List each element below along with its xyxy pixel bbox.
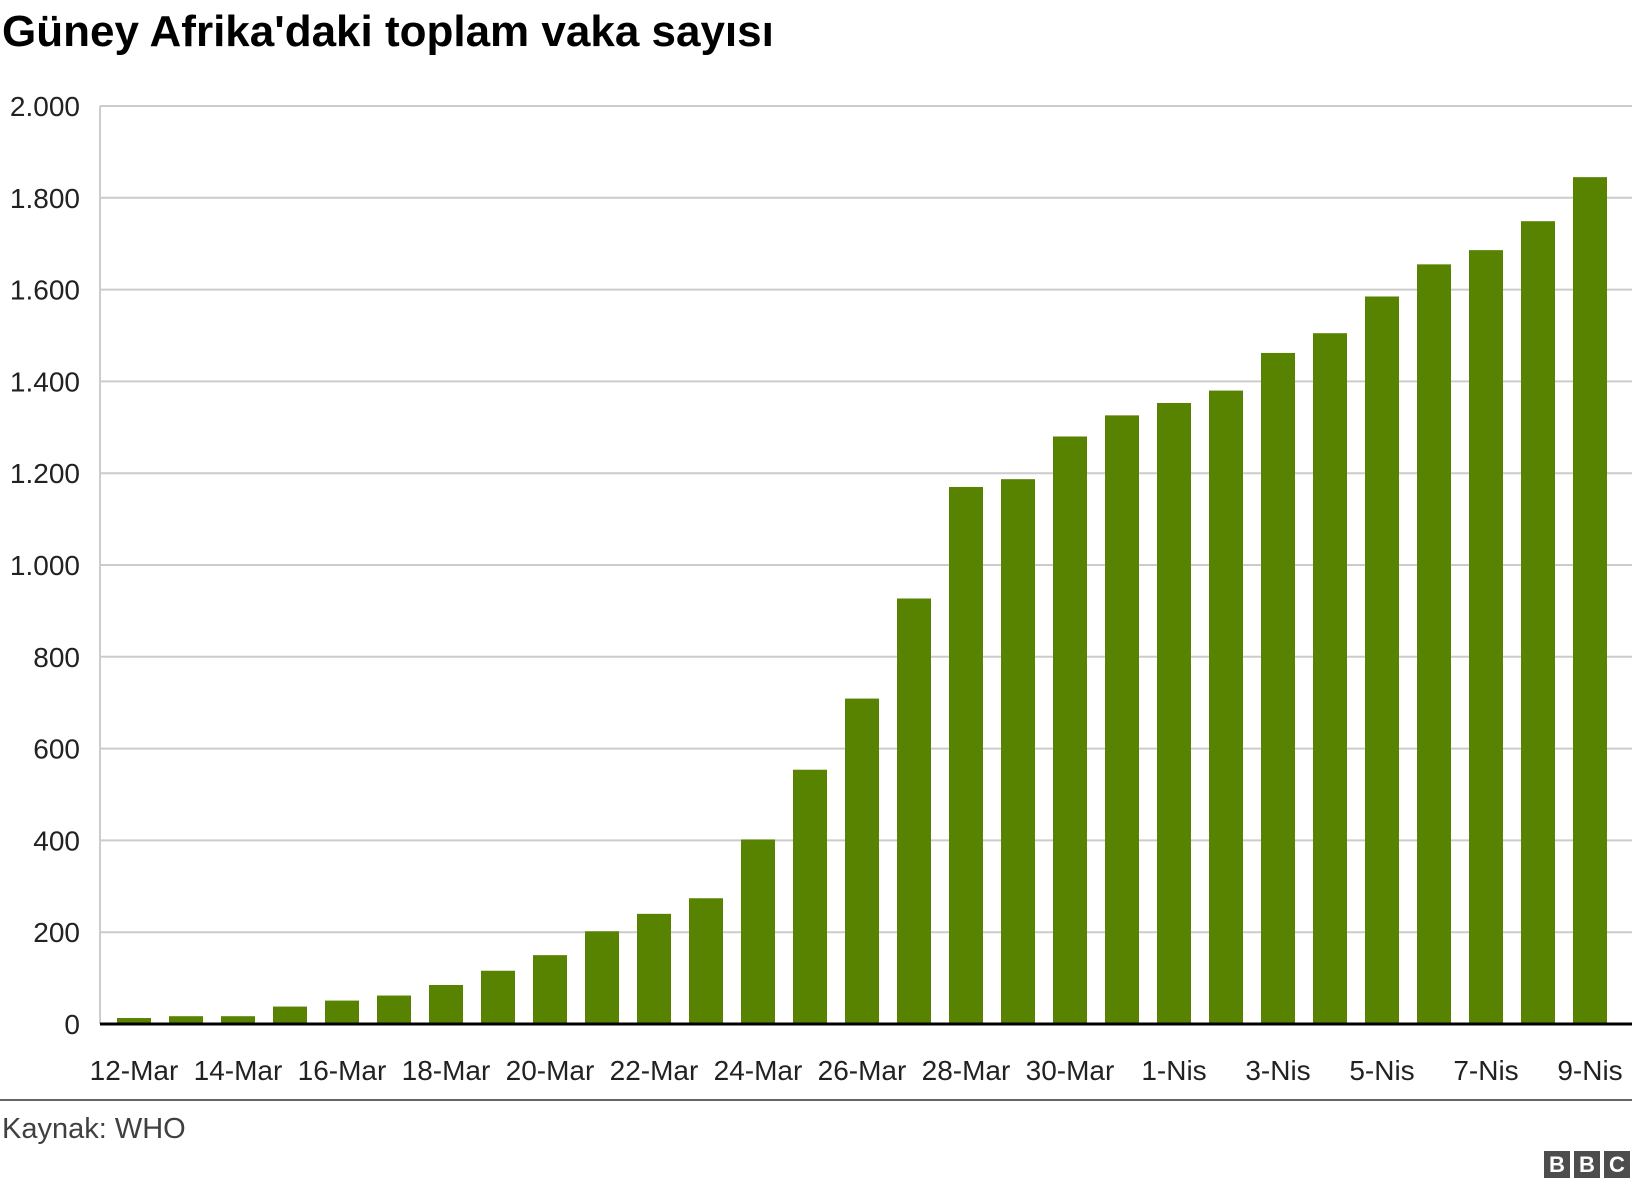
bar [221, 1016, 255, 1024]
bars [117, 177, 1607, 1025]
x-tick-label: 18-Mar [402, 1055, 491, 1086]
bar [1105, 415, 1139, 1025]
bar [273, 1006, 307, 1024]
bar [741, 839, 775, 1024]
bar [1313, 333, 1347, 1025]
bar [689, 898, 723, 1024]
bar [1001, 479, 1035, 1024]
x-axis-tick-labels: 12-Mar 14-Mar 16-Mar 18-Mar 20-Mar 22-Mar 24-M… [90, 1055, 1623, 1086]
x-tick-label: 14-Mar [194, 1055, 283, 1086]
bar [1365, 296, 1399, 1024]
source-note: Kaynak: WHO [2, 1113, 186, 1145]
bar [1469, 250, 1503, 1025]
bar [117, 1018, 151, 1024]
x-tick-label: 5-Nis [1349, 1055, 1414, 1086]
y-tick-label: 1.800 [10, 183, 80, 214]
bar [1261, 352, 1295, 1024]
y-tick-label: 2.000 [10, 91, 80, 122]
y-tick-label: 800 [33, 642, 80, 673]
x-tick-label: 24-Mar [714, 1055, 803, 1086]
y-axis-tick-labels: 0 200 400 600 800 1.000 1.200 1.400 1.600 1.800 2.… [10, 91, 80, 1040]
x-tick-label: 12-Mar [90, 1055, 179, 1086]
bar [1157, 402, 1191, 1024]
y-tick-label: 600 [33, 734, 80, 765]
bbc-logo-letter-2: B [1574, 1151, 1600, 1178]
x-tick-label: 9-Nis [1557, 1055, 1622, 1086]
y-tick-label: 1.600 [10, 275, 80, 306]
bar [585, 931, 619, 1024]
bar [949, 486, 983, 1025]
bar [1053, 436, 1087, 1025]
y-tick-label: 0 [64, 1009, 80, 1040]
x-tick-label: 20-Mar [506, 1055, 595, 1086]
x-tick-label: 22-Mar [610, 1055, 699, 1086]
y-tick-label: 200 [33, 917, 80, 948]
bar [377, 995, 411, 1024]
y-tick-label: 400 [33, 825, 80, 856]
footer-divider [0, 1099, 1632, 1101]
y-tick-label: 1.000 [10, 550, 80, 581]
bar [325, 1000, 359, 1024]
axes [99, 106, 1632, 1026]
bar [845, 698, 879, 1024]
bar [793, 769, 827, 1024]
bbc-logo-letter-1: B [1544, 1151, 1570, 1178]
x-tick-label: 7-Nis [1453, 1055, 1518, 1086]
y-tick-label: 1.400 [10, 366, 80, 397]
x-tick-label: 1-Nis [1141, 1055, 1206, 1086]
x-tick-label: 26-Mar [818, 1055, 907, 1086]
bbc-logo: B B C [1544, 1151, 1630, 1178]
x-tick-label: 3-Nis [1245, 1055, 1310, 1086]
bar [897, 598, 931, 1024]
bar [169, 1016, 203, 1024]
bbc-logo-letter-3: C [1604, 1151, 1630, 1178]
bar [637, 913, 671, 1024]
x-tick-label: 28-Mar [922, 1055, 1011, 1086]
chart-title: Güney Afrika'daki toplam vaka sayısı [2, 7, 774, 56]
bar [1573, 177, 1607, 1024]
bar [429, 984, 463, 1024]
bar [1209, 390, 1243, 1025]
bar [481, 970, 515, 1024]
bar [1521, 221, 1555, 1025]
x-tick-label: 30-Mar [1026, 1055, 1115, 1086]
bar-chart: 0 200 400 600 800 1.000 1.200 1.400 1.600 1.800 2.… [10, 91, 1632, 1086]
bar [533, 955, 567, 1024]
y-tick-label: 1.200 [10, 458, 80, 489]
bar [1417, 264, 1451, 1025]
x-tick-label: 16-Mar [298, 1055, 387, 1086]
